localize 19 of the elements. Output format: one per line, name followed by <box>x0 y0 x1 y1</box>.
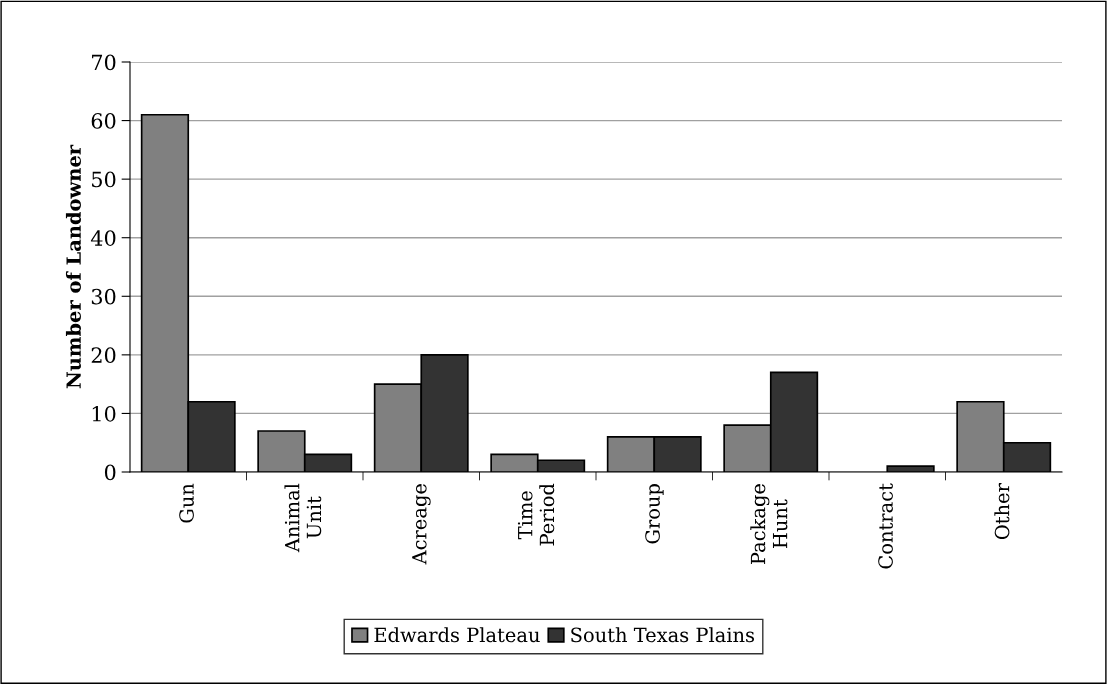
x-tick-label: Animal Unit <box>284 483 322 553</box>
x-tick-label: Acreage <box>412 484 431 565</box>
y-tick-label: 60 <box>91 113 116 129</box>
y-tick-label: 30 <box>91 288 116 305</box>
y-tick-label: 50 <box>92 171 116 188</box>
x-tick-label: Other <box>994 483 1010 540</box>
x-tick-label: Time Period <box>517 483 555 546</box>
legend-label: Edwards Plateau <box>374 627 540 643</box>
y-tick-label: 10 <box>92 405 116 422</box>
y-axis-title: Number of Landowner <box>65 144 81 389</box>
y-tick-label: 70 <box>92 54 116 71</box>
legend-label: South Texas Plains <box>571 627 755 643</box>
y-tick-label: 20 <box>91 347 116 364</box>
x-tick-label: Gun <box>179 483 194 523</box>
y-tick-label: 40 <box>90 230 116 246</box>
x-tick-label: Group <box>645 484 664 544</box>
y-tick-label: 0 <box>104 464 116 481</box>
x-tick-label: Package Hunt <box>750 484 788 565</box>
x-tick-label: Contract <box>878 483 893 569</box>
